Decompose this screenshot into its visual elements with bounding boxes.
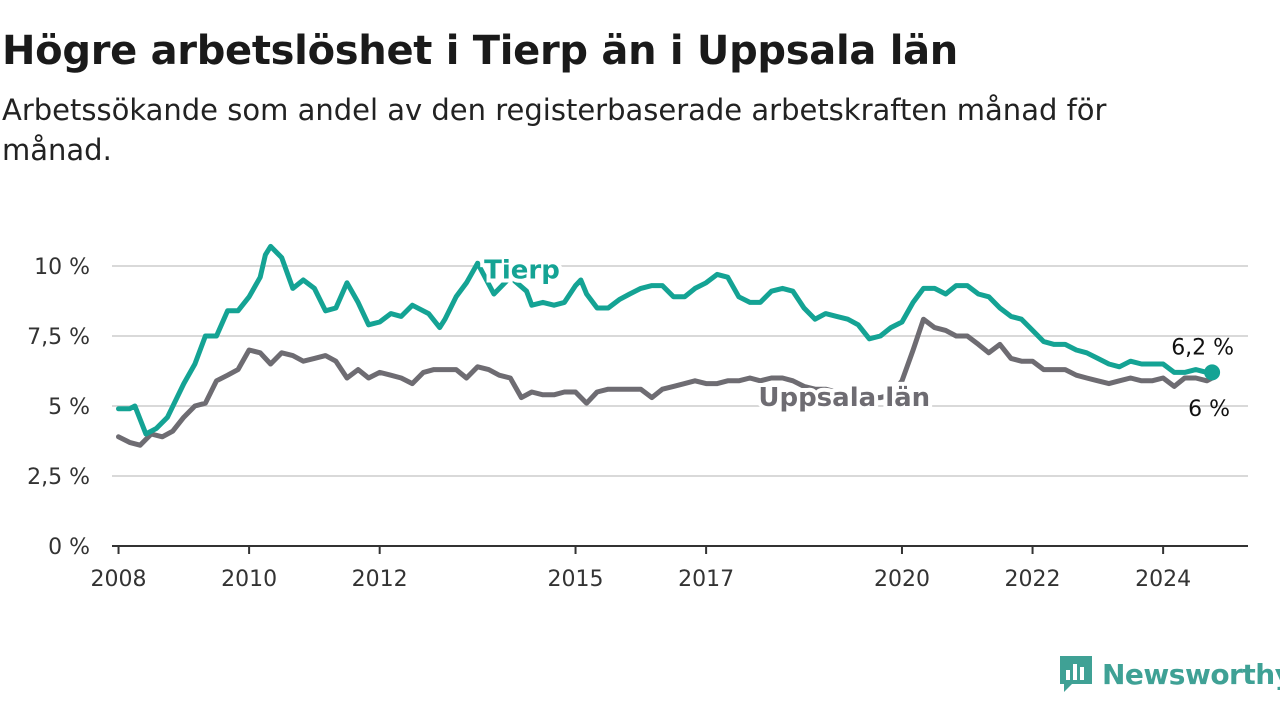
brand-logo: Newsworthy (1058, 654, 1280, 694)
x-tick-label: 2008 (91, 567, 147, 592)
series-end-point (1204, 364, 1221, 381)
series-lines (116, 243, 1221, 448)
y-tick-label: 0 % (48, 535, 90, 560)
y-tick-label: 7,5 % (27, 325, 90, 350)
chart-subtitle: Arbetssökande som andel av den registerb… (2, 93, 1107, 167)
brand-name: Newsworthy (1102, 657, 1280, 691)
end-value-label-uppsala: 6 % (1188, 397, 1230, 422)
series-line-tierp (116, 243, 1215, 437)
series-label-uppsala: Uppsala län (758, 383, 930, 413)
x-tick-label: 2017 (678, 567, 734, 592)
y-tick-label: 10 % (34, 255, 90, 280)
y-tick-label: 2,5 % (27, 465, 90, 490)
series-line-uppsala (116, 316, 1215, 448)
x-tick-label: 2020 (874, 567, 930, 592)
end-value-label-tierp: 6,2 % (1171, 335, 1234, 360)
y-tick-label: 5 % (48, 395, 90, 420)
x-tick-label: 2022 (1005, 567, 1061, 592)
x-tick-label: 2010 (221, 567, 277, 592)
series-label-tierp: Tierp (484, 256, 560, 286)
series-labels: 6,2 % 6 % Tierp Uppsala län (480, 252, 1234, 422)
gridlines (112, 265, 1248, 477)
x-tick-label: 2012 (352, 567, 408, 592)
x-tick-label: 2024 (1135, 567, 1191, 592)
newsworthy-logo-icon (1060, 656, 1092, 692)
y-axis-ticks: 0 % 2,5 % 5 % 7,5 % 10 % (27, 255, 90, 560)
x-axis-ticks: 2008 2010 2012 2015 2017 2020 2022 2024 (91, 546, 1191, 592)
x-tick-label: 2015 (548, 567, 604, 592)
chart-title: Högre arbetslöshet i Tierp än i Uppsala … (2, 28, 958, 74)
